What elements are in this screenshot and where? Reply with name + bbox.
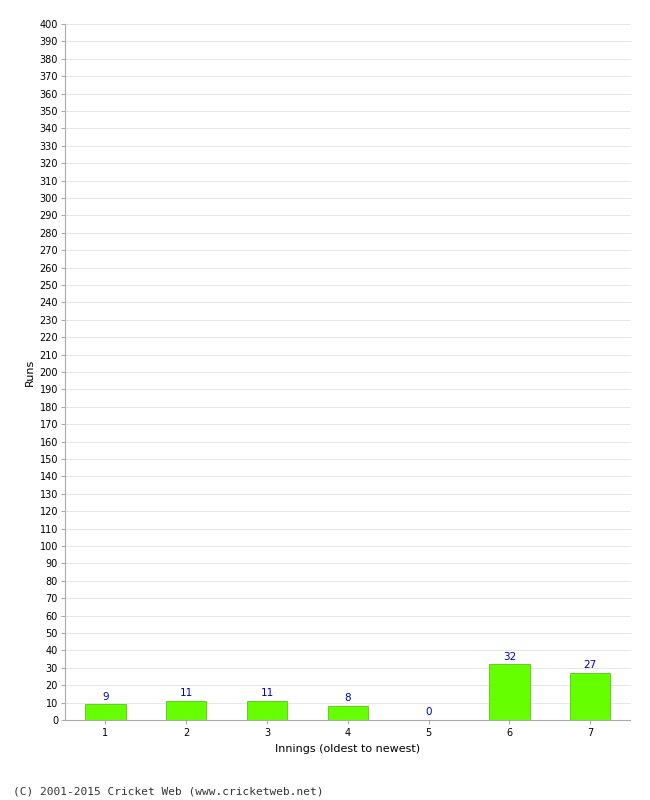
Text: 8: 8 [344,694,351,703]
Text: (C) 2001-2015 Cricket Web (www.cricketweb.net): (C) 2001-2015 Cricket Web (www.cricketwe… [13,786,324,796]
Bar [247,701,287,720]
Text: 27: 27 [584,661,597,670]
X-axis label: Innings (oldest to newest): Innings (oldest to newest) [275,744,421,754]
Bar [166,701,206,720]
Bar [85,704,125,720]
Text: 9: 9 [102,692,109,702]
Bar [328,706,368,720]
Text: 11: 11 [179,688,193,698]
Text: 0: 0 [425,707,432,718]
Bar [489,664,530,720]
Y-axis label: Runs: Runs [25,358,35,386]
Bar [570,673,610,720]
Text: 32: 32 [502,652,516,662]
Text: 11: 11 [261,688,274,698]
